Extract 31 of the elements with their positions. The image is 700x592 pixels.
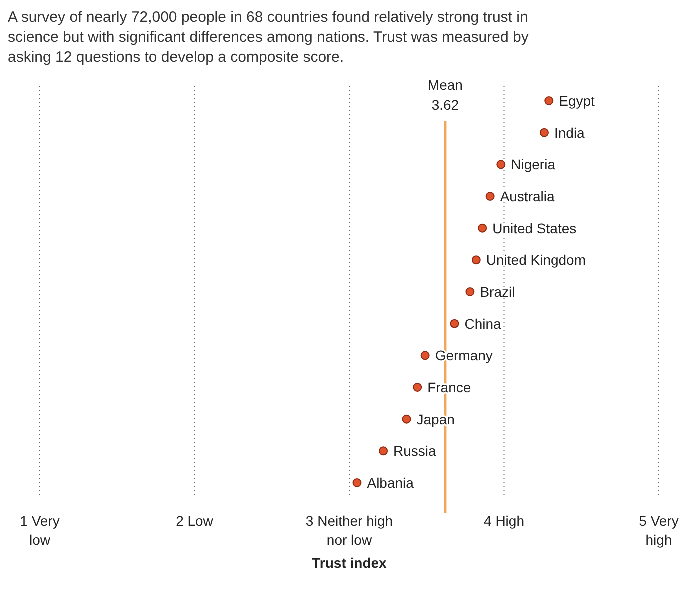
y-tick-label: United Kingdom xyxy=(486,252,586,268)
x-tick-label: 5 Very high xyxy=(639,513,679,548)
point xyxy=(379,446,388,456)
point xyxy=(413,383,422,392)
chart-title: A survey of nearly 72,000 people in 68 countries found relatively strong trust in science but with significant differences among nations. Trust was measured by asking 12 questions to develop a composite score. xyxy=(8,9,530,66)
point xyxy=(496,160,506,170)
point xyxy=(466,288,475,296)
y-tick-label: Russia xyxy=(394,443,437,460)
point xyxy=(420,351,430,360)
point xyxy=(472,256,481,265)
y-tick-label: Brazil xyxy=(480,284,516,300)
point xyxy=(544,96,554,106)
x-tick-label: 2 Low xyxy=(176,513,214,529)
y-tick-label: United States xyxy=(492,220,577,236)
point xyxy=(540,128,549,138)
point xyxy=(478,224,488,233)
y-tick-label: Nigeria xyxy=(511,156,556,173)
y-tick-label: India xyxy=(554,124,586,141)
y-tick-label: China xyxy=(464,316,502,332)
y-tick-label: Albania xyxy=(367,475,414,491)
x-tick-label: 4 High xyxy=(484,513,524,529)
point xyxy=(352,478,362,488)
y-tick-label: Egypt xyxy=(559,93,596,109)
point xyxy=(450,319,460,328)
point xyxy=(486,192,495,201)
ref-line-label: Mean 3.62 xyxy=(428,77,463,113)
y-tick-label: Australia xyxy=(500,188,556,204)
point xyxy=(402,414,412,424)
x-tick-label: 3 Neither high nor low xyxy=(306,513,394,548)
x-axis-title: Trust index xyxy=(312,555,388,571)
x-tick-label: 1 Very low xyxy=(20,513,60,548)
